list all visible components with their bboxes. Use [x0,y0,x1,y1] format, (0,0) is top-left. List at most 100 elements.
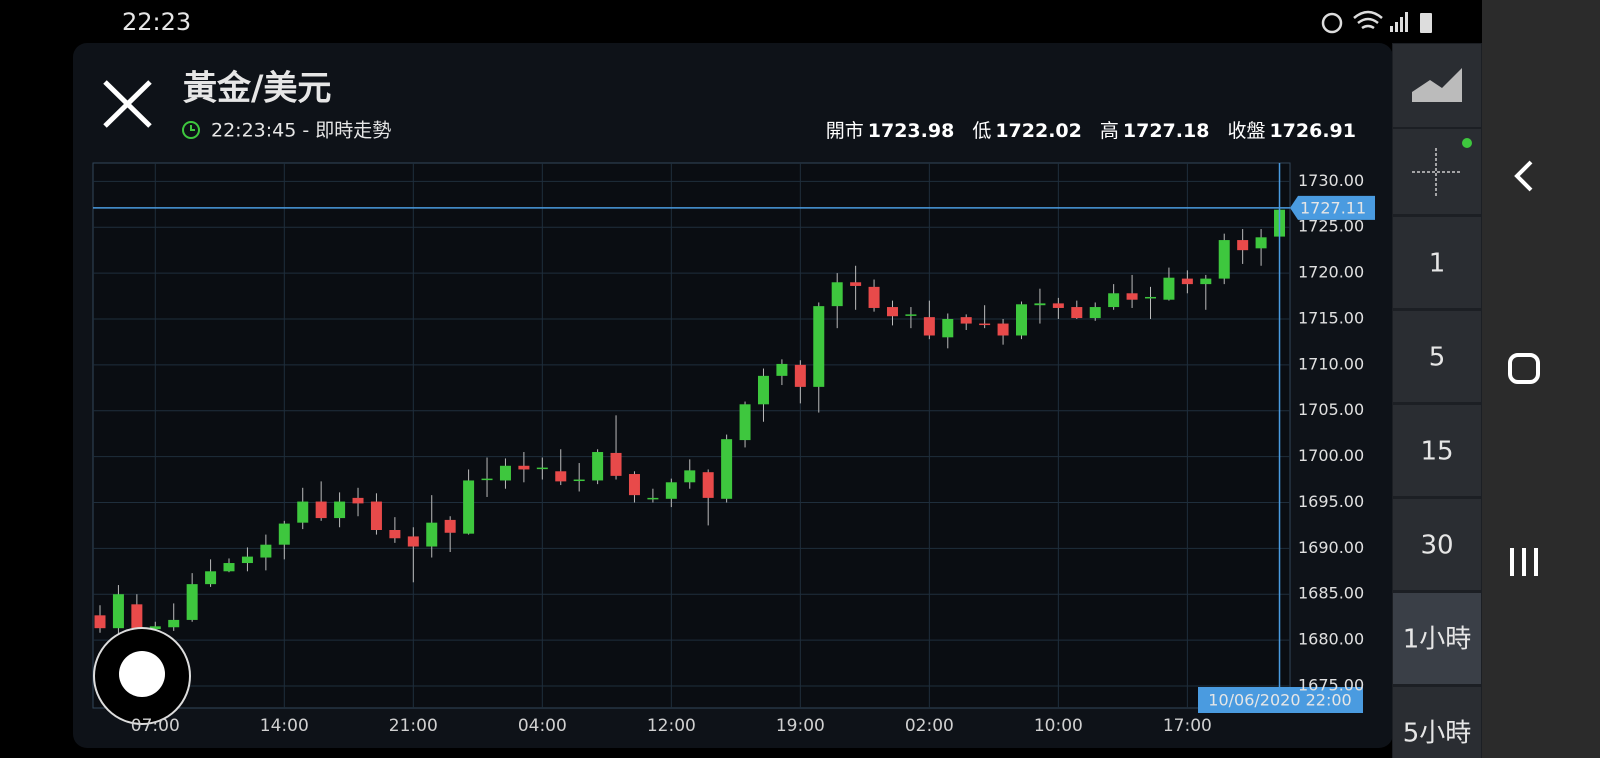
candle-body [260,544,272,558]
candle-body [1181,278,1193,285]
candle-body [942,318,954,338]
ohlc-stats: 開市 1723.98 低 1722.02 高 1727.18 收盤 1726.91 [826,120,1356,142]
chart-type-button[interactable] [1393,44,1481,127]
candle-body [684,470,696,483]
plot-area [92,162,1291,709]
x-tick-label: 07:00 [131,716,180,736]
price-tag-label: 1727.11 [1300,198,1366,217]
y-tick-label: 1685.00 [1298,584,1364,603]
y-tick-label: 1725.00 [1298,217,1364,236]
interval-label: 5 [1429,343,1446,373]
x-tick-label: 02:00 [905,716,954,736]
interval-button[interactable] [1393,311,1481,402]
candle-body [592,452,604,481]
candle-body [923,317,935,336]
candle-body [1052,303,1064,308]
candle-body [426,522,438,547]
time-tag-label: 10/06/2020 22:00 [1208,691,1351,710]
candle-body [499,465,511,481]
x-tick-label: 10:00 [1034,716,1083,736]
interval-label: 15 [1420,437,1453,467]
candle-body [757,375,769,405]
y-tick-label: 1705.00 [1298,400,1364,419]
candle-body [850,282,862,286]
candle-body [223,563,235,572]
candle-body [352,497,364,504]
candle-body [831,282,843,307]
nav-recent[interactable] [1510,548,1538,576]
candle-body [186,584,198,620]
candle-body [1126,293,1138,300]
close-button[interactable] [103,80,152,128]
x-tick-label: 19:00 [776,716,825,736]
crosshair-button[interactable] [1393,129,1481,214]
candle-body [149,626,161,630]
time-tag [1198,687,1363,713]
candle-body [94,615,106,629]
interval-label: 30 [1420,531,1453,561]
x-tick-label: 04:00 [518,716,567,736]
interval-button[interactable] [1393,217,1481,308]
candle-body [739,404,751,441]
y-tick-label: 1710.00 [1298,354,1364,373]
candle-body [205,571,217,585]
candle-body [573,479,585,482]
nav-bar [1482,0,1600,758]
y-tick-label: 1680.00 [1298,630,1364,649]
candle-body [315,501,327,519]
x-tick-label: 14:00 [260,716,309,736]
candle-body [997,323,1009,336]
y-tick-label: 1700.00 [1298,446,1364,465]
stat-value: 1726.91 [1269,120,1356,142]
candle-body [131,604,143,629]
y-tick-label: 1695.00 [1298,492,1364,511]
status-time: 22:23 [122,8,191,36]
interval-button[interactable] [1393,687,1481,758]
record-button[interactable] [93,627,191,725]
interval-label: 1小時 [1403,625,1472,655]
status-icons [1321,10,1432,34]
candle-body [905,314,917,316]
candle-body [1237,240,1249,251]
candle-body [241,556,253,564]
y-tick-label: 1675.00 [1298,675,1364,694]
interval-button[interactable] [1393,593,1481,684]
candle-body [555,471,567,482]
x-tick-label: 21:00 [389,716,438,736]
interval-label: 5小時 [1403,719,1472,749]
candle-body [481,478,493,481]
candle-body [721,439,733,499]
candle-body [278,523,290,545]
candle-body [1034,303,1046,306]
candle-body [647,497,659,500]
candle-body [665,482,677,499]
candle-body [813,306,825,387]
candle-body [1200,278,1212,285]
candle-body [868,286,880,308]
nav-home[interactable] [1508,353,1540,384]
instrument-title: 黃金/美元 [183,69,331,109]
candle-body [407,536,419,547]
candle-body [1218,240,1230,279]
y-tick-label: 1715.00 [1298,308,1364,327]
stat-value: 1722.02 [995,120,1082,142]
candle-body [444,519,456,533]
candle-body [1108,293,1120,308]
stat-label: 收盤 [1227,120,1265,142]
x-tick-label: 12:00 [647,716,696,736]
candle-body [1016,304,1027,336]
candle-body [297,501,309,523]
candle-body [1255,237,1267,249]
candle-body [536,467,548,470]
interval-button[interactable] [1393,499,1481,590]
interval-label: 1 [1429,249,1446,279]
clock-icon [182,121,200,139]
candle-body [776,363,788,376]
nav-back[interactable] [1514,160,1533,192]
candle-body [610,452,622,476]
update-time: 22:23:45 - 即時走勢 [211,120,391,142]
candle-body [1071,307,1083,319]
interval-button[interactable] [1393,405,1481,496]
